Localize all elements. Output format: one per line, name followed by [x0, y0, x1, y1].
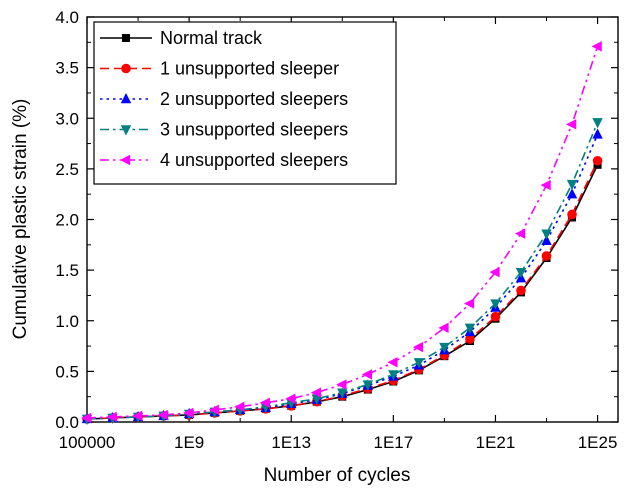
x-tick-label: 1E17	[373, 433, 413, 452]
x-tick-label: 1E9	[174, 433, 204, 452]
y-tick-label: 2.0	[55, 211, 79, 230]
y-tick-label: 3.5	[55, 59, 79, 78]
data-point	[106, 411, 117, 423]
y-axis-title: Cumulative plastic strain (%)	[10, 99, 31, 340]
legend-item: 4 unsupported sleepers	[100, 150, 348, 170]
data-point	[465, 334, 475, 344]
data-point	[540, 179, 551, 191]
data-point	[311, 394, 322, 405]
data-point	[566, 119, 577, 130]
legend: Normal track 1 unsupported sleeper 2 unsup…	[93, 21, 397, 185]
legend-label: 1 unsupported sleeper	[160, 59, 339, 79]
data-point	[541, 251, 552, 261]
series-5	[81, 41, 602, 424]
data-point	[337, 388, 348, 399]
data-point	[591, 41, 602, 52]
data-point	[388, 370, 399, 381]
data-point	[464, 323, 476, 334]
data-point	[438, 322, 449, 334]
data-point	[157, 409, 168, 421]
data-point	[592, 128, 603, 139]
data-point	[490, 299, 501, 310]
data-point	[81, 412, 92, 424]
data-point	[592, 155, 603, 166]
data-point	[541, 229, 552, 240]
data-point	[387, 357, 398, 368]
x-tick-label: 1E21	[476, 433, 516, 452]
legend-marker	[120, 154, 131, 166]
legend-marker	[120, 125, 132, 136]
data-point	[515, 267, 527, 279]
legend-box	[93, 21, 397, 185]
legend-marker	[120, 93, 132, 104]
legend-item: 3 unsupported sleepers	[100, 120, 348, 140]
data-point	[183, 407, 194, 419]
data-point	[412, 341, 424, 353]
data-point	[541, 234, 552, 245]
y-tick-label: 3.0	[55, 109, 79, 128]
data-point	[234, 401, 245, 413]
data-point	[567, 209, 577, 220]
axis-ticks: 0.0 0.5 1.0 1.5 2.0 2.5 3.0 3.5 4.0 100000 1E9 1E13…	[55, 8, 618, 452]
y-tick-label: 0.0	[55, 413, 79, 432]
series-group	[81, 41, 603, 425]
data-point	[362, 380, 374, 391]
x-axis-title: Number of cycles	[264, 465, 411, 486]
y-tick-label: 0.5	[55, 362, 79, 381]
y-tick-label: 1.0	[55, 312, 79, 331]
data-point	[310, 387, 321, 398]
legend-label: 3 unsupported sleepers	[160, 120, 348, 140]
data-point	[439, 342, 450, 354]
data-point	[490, 311, 501, 322]
series-line	[86, 46, 599, 419]
y-tick-label: 1.5	[55, 261, 79, 280]
legend-item: 2 unsupported sleepers	[100, 89, 348, 109]
data-point	[259, 397, 270, 408]
legend-item: Normal track	[100, 28, 263, 48]
y-tick-label: 2.5	[55, 160, 79, 179]
legend-item: 1 unsupported sleeper	[100, 59, 339, 79]
data-point	[514, 228, 526, 239]
data-point	[132, 410, 143, 422]
legend-marker	[121, 63, 131, 74]
data-point	[516, 285, 526, 296]
data-point	[489, 266, 500, 278]
data-point	[336, 379, 347, 390]
data-point	[592, 118, 603, 129]
data-point	[208, 404, 219, 416]
x-tick-label: 1E25	[578, 433, 618, 452]
x-tick-label: 100000	[59, 433, 116, 452]
data-point	[463, 298, 475, 309]
data-point	[361, 369, 373, 380]
y-tick-label: 4.0	[55, 8, 79, 27]
legend-label: Normal track	[160, 28, 263, 48]
legend-label: 2 unsupported sleepers	[160, 89, 348, 109]
data-point	[413, 358, 425, 369]
legend-label: 4 unsupported sleepers	[160, 150, 348, 170]
legend-marker	[122, 34, 130, 42]
data-point	[566, 188, 578, 199]
x-tick-label: 1E13	[271, 433, 311, 452]
data-point	[285, 393, 296, 404]
data-point	[566, 179, 578, 191]
